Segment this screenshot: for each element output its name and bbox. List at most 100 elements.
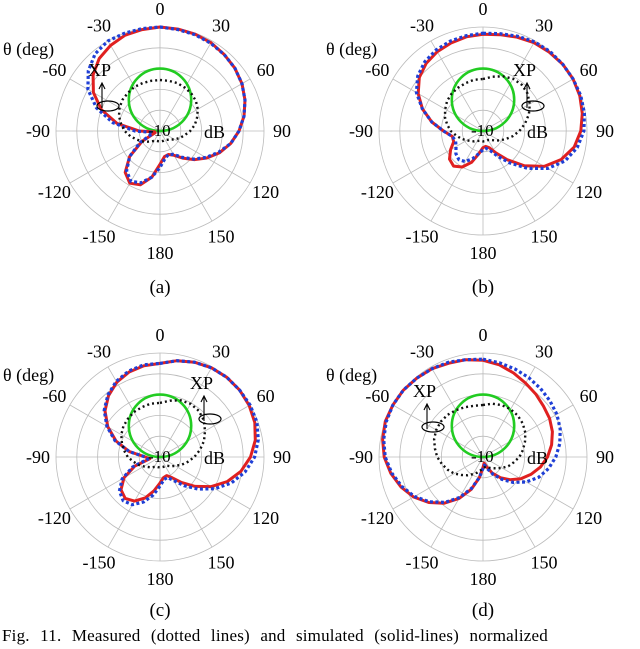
panel-label: (d) xyxy=(472,600,494,621)
angle-label: 30 xyxy=(212,15,230,35)
reference-circle xyxy=(127,393,193,459)
angle-label: -90 xyxy=(349,447,373,467)
angle-label: -30 xyxy=(410,341,434,361)
series-xp_dotted xyxy=(443,75,531,143)
grid-spoke xyxy=(159,40,213,132)
angle-label: 120 xyxy=(575,182,602,202)
xp-label: XP xyxy=(190,373,213,393)
panel-label: (b) xyxy=(472,277,494,298)
angle-label: -30 xyxy=(410,15,434,35)
xp-arrow-head xyxy=(200,394,208,403)
angle-label: 180 xyxy=(147,569,174,589)
angle-label: -60 xyxy=(365,60,389,80)
series-dotted xyxy=(414,31,586,170)
grid-spoke xyxy=(107,40,161,132)
series-xp_dotted xyxy=(432,402,527,477)
angle-label: -60 xyxy=(42,386,66,406)
panel-label: (a) xyxy=(149,277,170,298)
theta-label: θ (deg) xyxy=(3,365,54,386)
grid-spoke xyxy=(159,366,213,458)
theta-label: θ (deg) xyxy=(326,365,377,386)
xp-arrow-head xyxy=(98,81,106,90)
grid-spoke xyxy=(430,130,484,222)
angle-label: -60 xyxy=(42,60,66,80)
angle-label: 0 xyxy=(156,325,165,345)
angle-label: 150 xyxy=(531,227,558,247)
xp-ellipse xyxy=(198,413,222,425)
polar-chart-d: 0 30 60 90 120 150 180 -150 -120 -90 -60 -30 θ (deg)… xyxy=(326,325,614,621)
angle-label: 30 xyxy=(212,341,230,361)
xp-ellipse xyxy=(96,100,120,112)
grid-spoke xyxy=(392,78,484,132)
angle-label: -90 xyxy=(26,121,50,141)
angle-label: -30 xyxy=(87,341,111,361)
angle-label: -30 xyxy=(87,15,111,35)
reference-circle xyxy=(127,67,193,133)
polar-chart-b: 0 30 60 90 120 150 180 -150 -120 -90 -60 -30 θ (deg)… xyxy=(326,0,614,298)
angle-label: -150 xyxy=(406,553,439,573)
xp-ellipse xyxy=(421,421,445,433)
xp-label: XP xyxy=(413,381,436,401)
grid-spoke xyxy=(159,404,251,458)
reference-circle xyxy=(450,67,516,133)
angle-label: 150 xyxy=(531,553,558,573)
angle-label: -150 xyxy=(83,553,116,573)
angle-label: -150 xyxy=(83,227,116,247)
angle-label: 30 xyxy=(535,15,553,35)
ring-center-label: -10 xyxy=(471,121,494,140)
xp-label: XP xyxy=(88,60,111,80)
grid-spoke xyxy=(482,78,574,132)
unit-label: dB xyxy=(204,122,225,142)
xp-arrow-head xyxy=(423,402,431,411)
angle-label: 150 xyxy=(208,553,235,573)
angle-label: 60 xyxy=(580,386,598,406)
grid-spoke xyxy=(69,456,161,510)
grid-spoke xyxy=(392,456,484,510)
angle-label: -60 xyxy=(365,386,389,406)
grid-spoke xyxy=(482,130,536,222)
reference-circle xyxy=(450,393,516,459)
grid-spoke xyxy=(159,78,251,132)
panel-label: (c) xyxy=(149,600,170,621)
polar-chart-a: 0 30 60 90 120 150 180 -150 -120 -90 -60 -30 θ (deg)… xyxy=(3,0,291,298)
xp-label: XP xyxy=(513,60,536,80)
unit-label: dB xyxy=(527,122,548,142)
angle-label: 90 xyxy=(596,121,614,141)
angle-label: 150 xyxy=(208,227,235,247)
grid-spoke xyxy=(159,130,213,222)
angle-label: 90 xyxy=(596,447,614,467)
grid-spoke xyxy=(430,40,484,132)
grid-spoke xyxy=(482,40,536,132)
angle-label: -90 xyxy=(26,447,50,467)
angle-label: 0 xyxy=(479,0,488,19)
unit-label: dB xyxy=(527,448,548,468)
grid-spoke xyxy=(107,130,161,222)
angle-label: 60 xyxy=(257,60,275,80)
angle-label: 180 xyxy=(147,243,174,263)
angle-label: 60 xyxy=(580,60,598,80)
grid-spoke xyxy=(430,456,484,548)
series-dotted xyxy=(102,359,260,507)
angle-label: 60 xyxy=(257,386,275,406)
grid-spoke xyxy=(392,130,484,184)
theta-label: θ (deg) xyxy=(326,39,377,60)
grid-spoke xyxy=(159,456,251,510)
angle-label: 120 xyxy=(252,182,279,202)
theta-label: θ (deg) xyxy=(3,39,54,60)
unit-label: dB xyxy=(204,448,225,468)
angle-label: 180 xyxy=(470,569,497,589)
ring-center-label: -10 xyxy=(471,447,494,466)
angle-label: 120 xyxy=(575,508,602,528)
angle-label: 90 xyxy=(273,447,291,467)
figure-caption: Fig. 11. Measured (dotted lines) and sim… xyxy=(2,626,548,645)
angle-label: 0 xyxy=(156,0,165,19)
polar-chart-c: 0 30 60 90 120 150 180 -150 -120 -90 -60 -30 θ (deg)… xyxy=(3,325,291,621)
angle-label: -120 xyxy=(38,508,71,528)
angle-label: -120 xyxy=(361,182,394,202)
ring-center-label: -10 xyxy=(148,447,171,466)
xp-ellipse xyxy=(521,100,545,112)
series-dotted xyxy=(86,25,247,185)
angle-label: 90 xyxy=(273,121,291,141)
angle-label: -120 xyxy=(361,508,394,528)
